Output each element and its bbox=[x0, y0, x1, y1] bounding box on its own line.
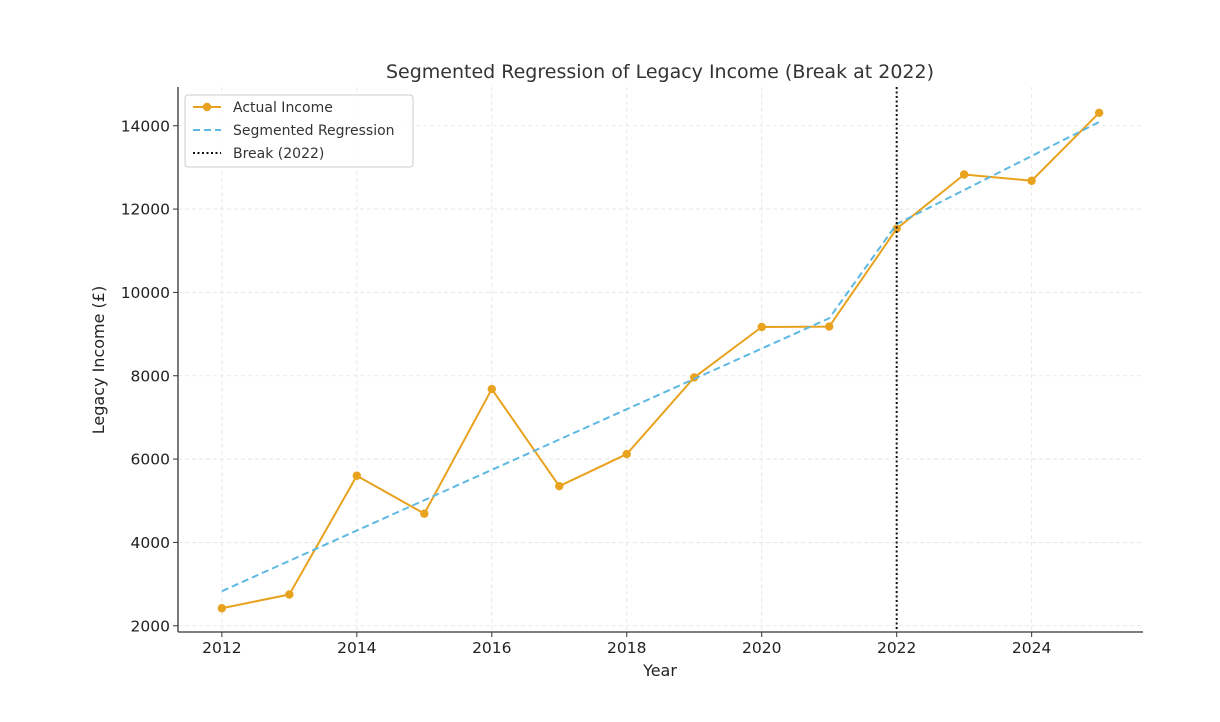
y-tick-label: 6000 bbox=[131, 451, 170, 469]
legend-label-break: Break (2022) bbox=[233, 146, 324, 162]
x-axis-ticks: 2012 2014 2016 2018 2020 2022 2024 bbox=[202, 632, 1051, 657]
grid bbox=[178, 87, 1143, 632]
axes bbox=[177, 87, 1143, 633]
data-point-actual-income bbox=[285, 590, 294, 599]
x-tick-label: 2018 bbox=[607, 639, 646, 657]
x-tick-label: 2022 bbox=[877, 639, 916, 657]
x-tick-label: 2024 bbox=[1012, 639, 1051, 657]
y-tick-label: 14000 bbox=[121, 117, 170, 135]
y-axis-label: Legacy Income (£) bbox=[89, 286, 108, 434]
data-point-actual-income bbox=[420, 509, 429, 518]
data-point-actual-income bbox=[487, 384, 496, 394]
y-tick-label: 10000 bbox=[121, 284, 170, 302]
legend: Actual Income Segmented Regression Break… bbox=[184, 94, 414, 168]
plot-area bbox=[217, 87, 1104, 632]
data-point-actual-income bbox=[217, 604, 227, 613]
data-point-actual-income bbox=[622, 449, 631, 459]
data-point-actual-income bbox=[825, 322, 834, 331]
y-tick-label: 12000 bbox=[121, 201, 170, 219]
y-tick-label: 4000 bbox=[131, 534, 170, 552]
x-tick-label: 2020 bbox=[742, 639, 781, 657]
legend-label-segmented-regression: Segmented Regression bbox=[233, 123, 395, 139]
data-point-actual-income bbox=[892, 224, 901, 233]
series-line-actual-income bbox=[221, 112, 1100, 610]
data-point-actual-income bbox=[959, 170, 969, 179]
data-point-actual-income bbox=[1027, 176, 1036, 185]
y-tick-label: 8000 bbox=[131, 367, 170, 385]
x-tick-label: 2016 bbox=[472, 639, 511, 657]
y-axis-ticks: 2000 4000 6000 8000 10000 12000 14000 bbox=[121, 117, 178, 635]
data-point-actual-income bbox=[757, 322, 766, 332]
chart-title: Segmented Regression of Legacy Income (B… bbox=[386, 61, 934, 83]
x-tick-label: 2012 bbox=[202, 639, 241, 657]
data-point-actual-income bbox=[555, 481, 564, 491]
y-tick-label: 2000 bbox=[131, 617, 170, 635]
legend-label-actual-income: Actual Income bbox=[233, 100, 333, 116]
legend-marker-actual-income bbox=[202, 102, 212, 112]
legend-box bbox=[184, 94, 414, 168]
x-tick-label: 2014 bbox=[337, 639, 376, 657]
series-line-segmented-regression bbox=[221, 121, 1100, 593]
data-point-actual-income bbox=[690, 373, 699, 382]
x-axis-label: Year bbox=[642, 661, 677, 680]
data-point-actual-income bbox=[1094, 108, 1104, 118]
data-point-actual-income bbox=[352, 471, 362, 480]
